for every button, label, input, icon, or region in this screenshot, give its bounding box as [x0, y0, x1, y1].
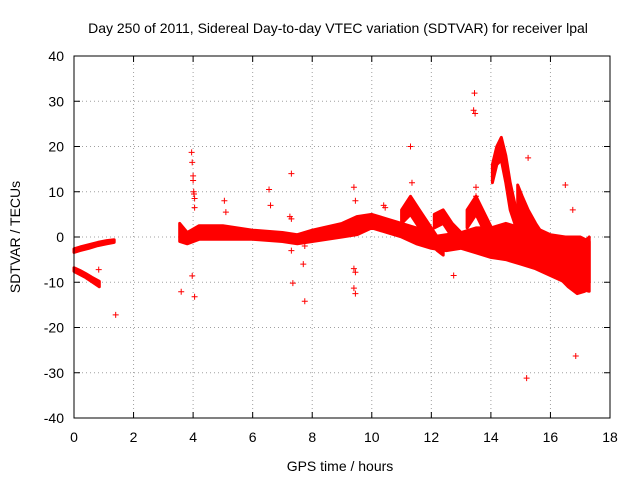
- y-tick-label: 0: [56, 229, 64, 245]
- data-point: [189, 159, 196, 166]
- data-point: [188, 149, 195, 156]
- data-point: [221, 197, 228, 204]
- data-point: [301, 243, 308, 250]
- data-point: [471, 90, 478, 97]
- data-point: [569, 206, 576, 213]
- data-point: [350, 184, 357, 191]
- data-point: [562, 181, 569, 188]
- y-tick-label: -10: [44, 274, 64, 290]
- x-tick-label: 14: [483, 429, 499, 445]
- data-point: [288, 170, 295, 177]
- y-axis-label: SDTVAR / TECUs: [7, 181, 23, 293]
- data-point: [289, 280, 296, 287]
- data-point: [472, 110, 479, 117]
- data-point: [572, 353, 579, 360]
- data-point: [301, 298, 308, 305]
- track-early-lower: [72, 266, 101, 289]
- y-tick-label: -20: [44, 320, 64, 336]
- y-tick-label: -30: [44, 365, 64, 381]
- data-point: [288, 215, 295, 222]
- x-tick-label: 8: [308, 429, 316, 445]
- data-point: [267, 202, 274, 209]
- data-point: [450, 272, 457, 279]
- y-tick-label: 40: [48, 48, 64, 64]
- data-bands: [72, 135, 591, 296]
- track-diag-12: [432, 208, 472, 253]
- y-tick-labels: 40 30 20 10 0 -10 -20 -30 -40: [44, 48, 64, 426]
- data-point: [352, 290, 359, 297]
- data-point: [191, 293, 198, 300]
- data-point: [288, 247, 295, 254]
- x-tick-label: 6: [249, 429, 257, 445]
- data-point: [523, 375, 530, 382]
- y-tick-label: 10: [48, 184, 64, 200]
- data-point: [191, 191, 198, 198]
- data-point: [300, 261, 307, 268]
- y-tick-label: 30: [48, 93, 64, 109]
- axis-ticks: [73, 55, 611, 419]
- data-point: [189, 272, 196, 279]
- y-tick-label: 20: [48, 139, 64, 155]
- x-tick-label: 0: [70, 429, 78, 445]
- data-point: [190, 177, 197, 184]
- data-point: [449, 222, 456, 229]
- data-point: [382, 204, 389, 211]
- data-point: [350, 285, 357, 292]
- track-diag-11: [400, 194, 445, 257]
- data-point: [178, 288, 185, 295]
- data-point: [352, 197, 359, 204]
- track-early-upper: [72, 238, 116, 254]
- x-tick-label: 16: [543, 429, 559, 445]
- track-diag-13: [465, 194, 496, 248]
- data-point: [470, 107, 477, 114]
- x-tick-label: 2: [130, 429, 138, 445]
- data-points: [95, 90, 579, 382]
- track-spike-14: [490, 135, 526, 248]
- data-point: [408, 179, 415, 186]
- data-point: [266, 186, 273, 193]
- data-point: [407, 143, 414, 150]
- data-point: [352, 269, 359, 276]
- data-point: [473, 184, 479, 191]
- data-point: [222, 209, 229, 216]
- data-point: [191, 195, 198, 202]
- track-tail-16: [534, 226, 591, 296]
- data-point: [95, 266, 102, 273]
- x-tick-label: 4: [189, 429, 197, 445]
- x-tick-label: 12: [424, 429, 440, 445]
- chart-title: Day 250 of 2011, Sidereal Day-to-day VTE…: [88, 20, 588, 36]
- y-tick-label: -40: [44, 410, 64, 426]
- x-tick-label: 10: [364, 429, 380, 445]
- data-point: [112, 311, 119, 318]
- x-axis-label: GPS time / hours: [287, 458, 394, 474]
- data-point: [350, 265, 357, 272]
- x-tick-label: 18: [602, 429, 618, 445]
- data-point: [473, 193, 479, 200]
- data-point: [525, 154, 532, 161]
- x-tick-labels: 0 2 4 6 8 10 12 14 16 18: [70, 429, 618, 445]
- data-point: [191, 204, 198, 211]
